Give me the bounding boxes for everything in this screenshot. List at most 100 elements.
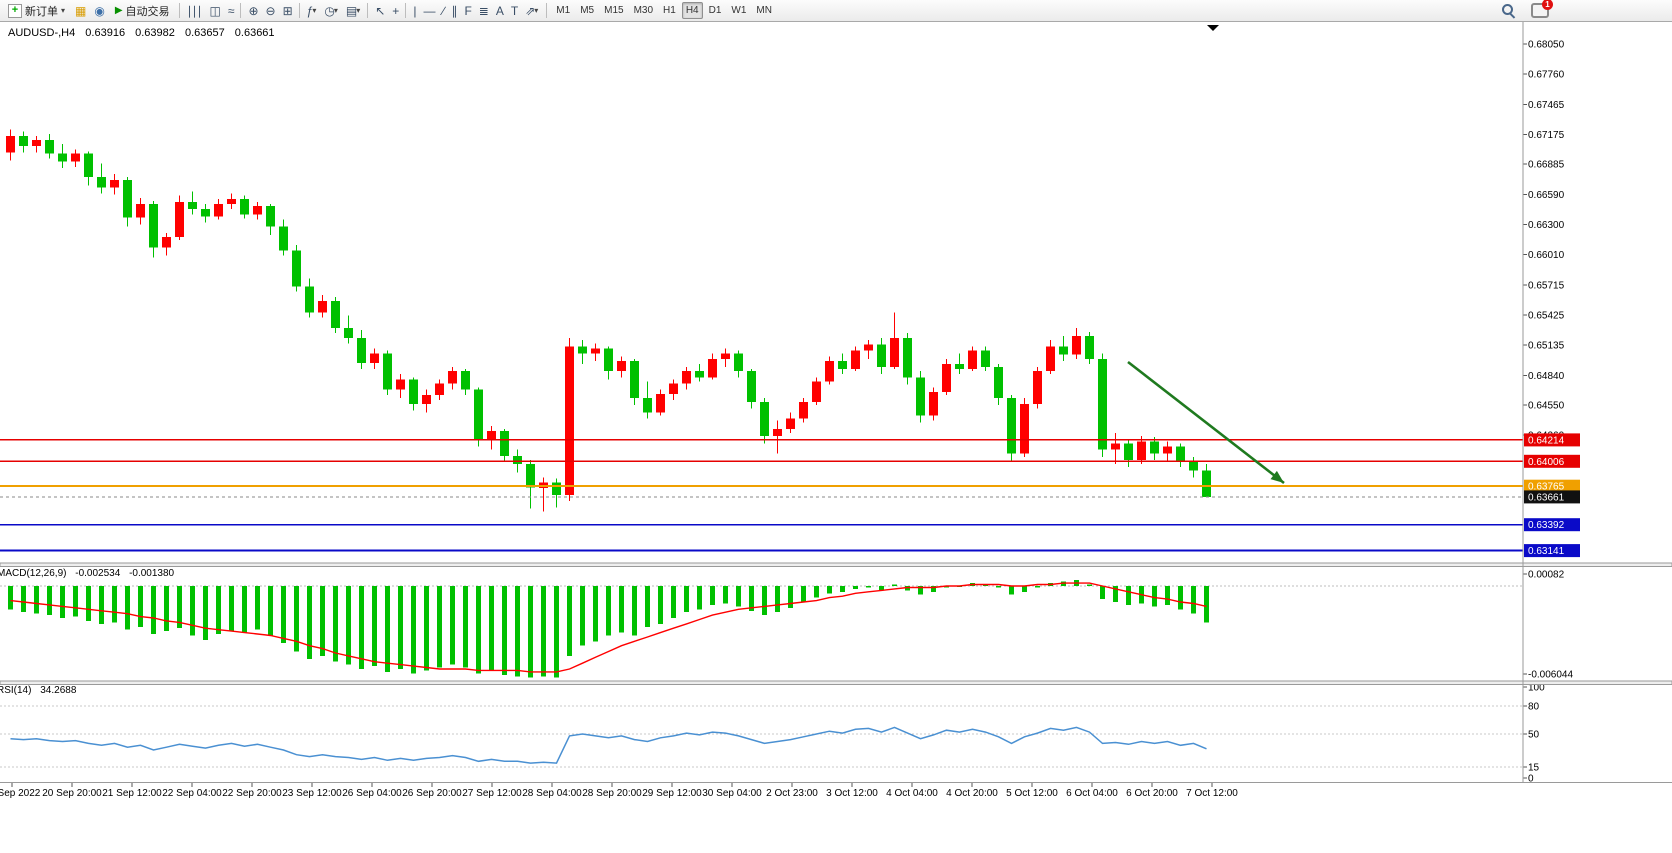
timeframe-m1-button[interactable]: M1: [552, 2, 574, 19]
candle-body: [1072, 336, 1081, 355]
candle-body: [409, 379, 418, 405]
macd-bar: [476, 586, 481, 674]
chevron-down-icon: ▾: [333, 6, 338, 15]
chevron-down-icon: ▾: [61, 6, 66, 15]
macd-bar: [879, 586, 884, 591]
time-axis-label: 22 Sep 20:00: [222, 788, 282, 799]
candle-body: [1033, 371, 1042, 405]
trend-arrow-head: [1270, 470, 1284, 483]
autotrading-button[interactable]: ▶ 自动交易: [110, 2, 175, 20]
time-axis-label: 7 Oct 12:00: [1186, 788, 1238, 799]
shapes-button[interactable]: ≣: [475, 2, 492, 20]
macd-bar: [385, 586, 390, 672]
candle-body: [396, 379, 405, 390]
candle-body: [201, 209, 210, 217]
candlestick-chart-button[interactable]: ◫: [206, 2, 224, 20]
label-button[interactable]: T: [507, 2, 521, 20]
template-button[interactable]: ▤ ▾: [342, 2, 364, 20]
channel-button[interactable]: ∥: [447, 2, 460, 20]
panel-divider[interactable]: [0, 562, 1672, 567]
navigator-button[interactable]: ◉: [90, 2, 108, 20]
bar-chart-button[interactable]: ∣∣∣: [183, 2, 206, 20]
support-line-gold-badge-label: 0.63765: [1528, 482, 1565, 493]
open-value: 0.63916: [85, 27, 126, 39]
line-chart-button[interactable]: ≈: [224, 2, 238, 20]
indicators-button[interactable]: ƒ ▾: [303, 2, 321, 20]
time-axis-label: 27 Sep 12:00: [462, 788, 522, 799]
candle-body: [812, 381, 821, 403]
arrows-button[interactable]: ⇗ ▾: [521, 2, 542, 20]
macd-bar: [1191, 586, 1196, 614]
timeframe-d1-button[interactable]: D1: [705, 2, 726, 19]
candle-body: [1007, 398, 1016, 454]
candle-body: [968, 350, 977, 370]
cursor-button[interactable]: ↖: [371, 2, 388, 20]
candle-body: [734, 353, 743, 372]
timeframe-w1-button[interactable]: W1: [727, 2, 750, 19]
macd-bar: [1035, 586, 1040, 588]
macd-bar: [47, 586, 52, 616]
close-value: 0.63661: [234, 27, 275, 39]
fibonacci-icon: F: [464, 3, 471, 18]
new-order-button[interactable]: + 新订单 ▾: [3, 2, 70, 20]
horizontal-line-button[interactable]: —: [419, 2, 438, 20]
tile-windows-button[interactable]: ⊞: [279, 2, 296, 20]
trend-arrow-line[interactable]: [1127, 360, 1285, 485]
quick-icons: ▦ ◉: [71, 2, 109, 20]
chat-button[interactable]: 1: [1527, 0, 1553, 20]
macd-bar: [658, 586, 663, 624]
macd-bar: [190, 586, 195, 636]
price-scale[interactable]: 0.68050 0.67760 0.67465 0.67175 0.66885 0.665…: [1523, 40, 1565, 442]
macd-scale-label: 0.00082: [1528, 570, 1565, 581]
timeframe-h4-button[interactable]: H4: [681, 2, 703, 19]
candle-body: [1137, 441, 1146, 460]
text-button[interactable]: A: [492, 2, 507, 20]
macd-bar: [788, 586, 793, 608]
panel-divider[interactable]: [0, 680, 1672, 685]
autotrading-label: 自动交易: [125, 5, 170, 18]
macd-bar: [1204, 586, 1209, 623]
macd-bar: [112, 586, 117, 623]
time-axis-label: 30 Sep 04:00: [702, 788, 762, 799]
timeframe-h1-button[interactable]: H1: [659, 2, 680, 19]
zoom-in-button[interactable]: ⊕: [244, 2, 261, 20]
candle-body: [513, 455, 522, 465]
macd-bar: [580, 586, 585, 646]
macd-bar: [229, 586, 234, 632]
macd-bar: [333, 586, 338, 662]
candle-body: [123, 180, 132, 218]
candle-body: [149, 204, 158, 248]
time-axis-label: 3 Oct 12:00: [826, 788, 878, 799]
zoom-out-button[interactable]: ⊖: [262, 2, 279, 20]
charts-button[interactable]: ▦: [71, 2, 90, 20]
search-button[interactable]: [1498, 2, 1519, 20]
timeframe-m5-button[interactable]: M5: [576, 2, 598, 19]
vertical-line-button[interactable]: |: [409, 2, 419, 20]
crosshair-button[interactable]: +: [388, 2, 402, 20]
candle-body: [994, 367, 1003, 398]
macd-bar: [892, 584, 897, 586]
candle-body: [1202, 470, 1211, 497]
chart-shift-marker[interactable]: [1207, 25, 1219, 31]
macd-signal-value: -0.001380: [129, 568, 175, 579]
timeframe-m30-button[interactable]: M30: [630, 2, 657, 19]
period-button[interactable]: ◷ ▾: [320, 2, 342, 20]
candle-body: [487, 431, 496, 441]
candle-body: [929, 391, 938, 416]
candle-body: [84, 153, 93, 178]
candle-body: [110, 180, 119, 188]
candle-body: [760, 402, 769, 437]
timeframe-mn-button[interactable]: MN: [752, 2, 776, 19]
timeframe-m15-button[interactable]: M15: [600, 2, 627, 19]
trendline-button[interactable]: ∕: [438, 2, 447, 20]
macd-bar: [944, 586, 949, 588]
autotrading-play-icon: ▶: [114, 4, 123, 16]
bid-price-line-badge-label: 0.63661: [1528, 492, 1565, 503]
macd-bar: [671, 586, 676, 618]
candle-body: [656, 393, 665, 413]
candle-body: [981, 350, 990, 367]
fibonacci-button[interactable]: F: [460, 2, 474, 20]
charts-icon: ▦: [75, 3, 87, 18]
